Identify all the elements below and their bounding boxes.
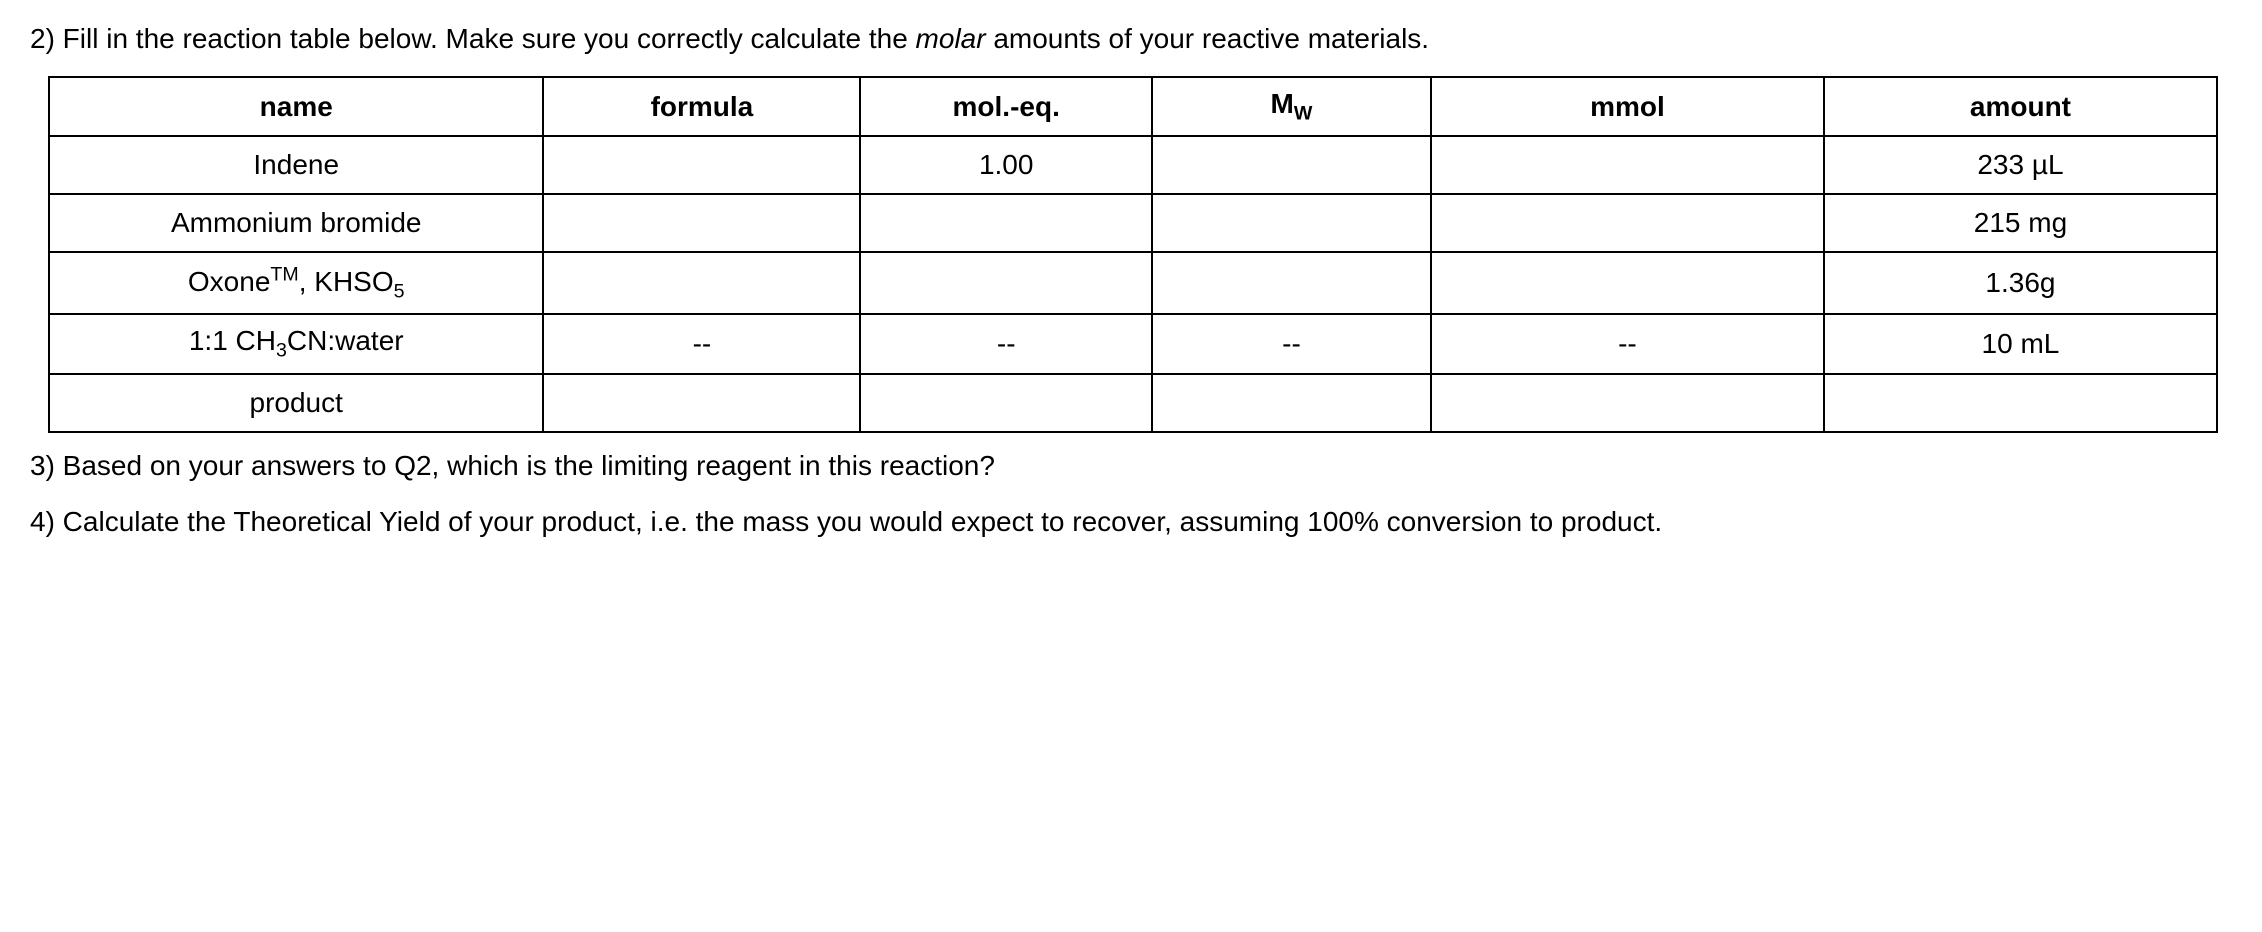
cell-product-mmol[interactable]	[1431, 374, 1824, 432]
table-row-oxone: OxoneTM, KHSO5 1.36g	[49, 252, 2217, 314]
cell-solvent-moleq: --	[860, 314, 1152, 374]
header-amount: amount	[1824, 77, 2217, 137]
reaction-table: name formula mol.-eq. MW mmol amount Ind…	[48, 76, 2218, 433]
header-mmol: mmol	[1431, 77, 1824, 137]
cell-ammonium-bromide-name: Ammonium bromide	[49, 194, 543, 252]
cell-indene-formula[interactable]	[543, 136, 860, 194]
cell-indene-amount: 233 µL	[1824, 136, 2217, 194]
cell-ammonium-bromide-moleq[interactable]	[860, 194, 1152, 252]
cell-indene-moleq: 1.00	[860, 136, 1152, 194]
question-4: 4) Calculate the Theoretical Yield of yo…	[30, 503, 2232, 541]
cell-oxone-formula[interactable]	[543, 252, 860, 314]
cell-product-name: product	[49, 374, 543, 432]
cell-indene-name: Indene	[49, 136, 543, 194]
cell-product-mw[interactable]	[1152, 374, 1431, 432]
cell-indene-mw[interactable]	[1152, 136, 1431, 194]
table-row-solvent: 1:1 CH3CN:water -- -- -- -- 10 mL	[49, 314, 2217, 374]
q2-text-prefix: 2) Fill in the reaction table below. Mak…	[30, 23, 916, 54]
cell-oxone-mmol[interactable]	[1431, 252, 1824, 314]
q2-text-italic: molar	[916, 23, 986, 54]
cell-indene-mmol[interactable]	[1431, 136, 1824, 194]
cell-oxone-amount: 1.36g	[1824, 252, 2217, 314]
cell-oxone-mw[interactable]	[1152, 252, 1431, 314]
cell-ammonium-bromide-formula[interactable]	[543, 194, 860, 252]
header-name: name	[49, 77, 543, 137]
cell-solvent-mw: --	[1152, 314, 1431, 374]
q2-text-suffix: amounts of your reactive materials.	[986, 23, 1430, 54]
cell-product-moleq[interactable]	[860, 374, 1152, 432]
question-3: 3) Based on your answers to Q2, which is…	[30, 447, 2232, 485]
cell-ammonium-bromide-mw[interactable]	[1152, 194, 1431, 252]
cell-solvent-name: 1:1 CH3CN:water	[49, 314, 543, 374]
table-header-row: name formula mol.-eq. MW mmol amount	[49, 77, 2217, 137]
question-2: 2) Fill in the reaction table below. Mak…	[30, 20, 2232, 58]
header-formula: formula	[543, 77, 860, 137]
table-row-indene: Indene 1.00 233 µL	[49, 136, 2217, 194]
cell-solvent-formula: --	[543, 314, 860, 374]
cell-ammonium-bromide-mmol[interactable]	[1431, 194, 1824, 252]
header-moleq: mol.-eq.	[860, 77, 1152, 137]
cell-solvent-amount: 10 mL	[1824, 314, 2217, 374]
header-mw: MW	[1152, 77, 1431, 137]
cell-solvent-mmol: --	[1431, 314, 1824, 374]
cell-product-amount[interactable]	[1824, 374, 2217, 432]
cell-oxone-moleq[interactable]	[860, 252, 1152, 314]
table-row-product: product	[49, 374, 2217, 432]
table-row-ammonium-bromide: Ammonium bromide 215 mg	[49, 194, 2217, 252]
cell-oxone-name: OxoneTM, KHSO5	[49, 252, 543, 314]
cell-product-formula[interactable]	[543, 374, 860, 432]
cell-ammonium-bromide-amount: 215 mg	[1824, 194, 2217, 252]
